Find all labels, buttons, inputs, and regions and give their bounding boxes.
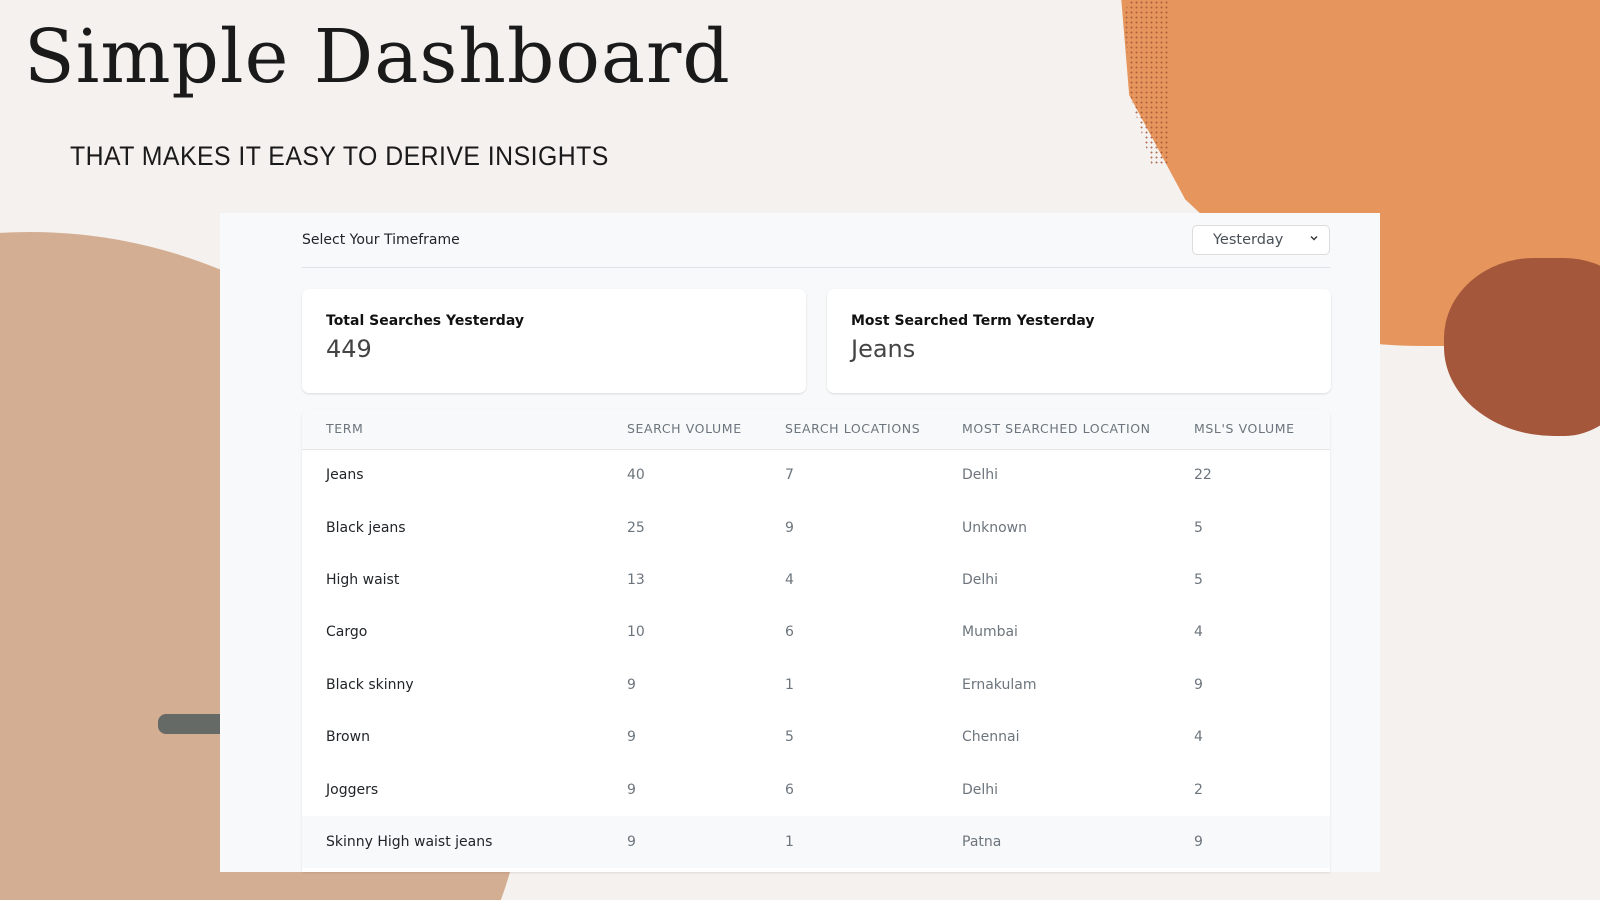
cell-search-locations: 6 — [785, 624, 794, 641]
cell-search-volume: 40 — [627, 467, 645, 484]
decorative-rust-blob — [1444, 258, 1600, 436]
stat-card-most-searched-term: Most Searched Term Yesterday Jeans — [827, 289, 1331, 393]
timeframe-select[interactable]: Yesterday — [1192, 225, 1330, 255]
table-row-hovered[interactable]: Skinny High waist jeans 9 1 Patna 9 — [302, 815, 1330, 869]
cell-most-searched-location: Chennai — [962, 729, 1020, 746]
hero-subtitle: THAT MAKES IT EASY TO DERIVE INSIGHTS — [70, 141, 609, 171]
cell-msl-volume: 4 — [1194, 729, 1203, 746]
cell-term: Black skinny — [326, 676, 414, 693]
cell-search-locations: 4 — [785, 571, 794, 588]
table-row[interactable]: Brown 9 5 Chennai 4 — [302, 711, 1330, 763]
stat-card-total-searches: Total Searches Yesterday 449 — [302, 289, 806, 393]
cell-most-searched-location: Patna — [962, 833, 1002, 850]
table-row[interactable]: Cargo 10 6 Mumbai 4 — [302, 606, 1330, 658]
timeframe-selected-value: Yesterday — [1213, 232, 1284, 248]
cell-search-locations: 1 — [785, 833, 794, 850]
hero-title: Simple Dashboard — [24, 14, 731, 100]
cell-msl-volume: 9 — [1194, 676, 1203, 693]
decorative-gray-bar — [158, 714, 228, 734]
cell-msl-volume: 2 — [1194, 781, 1203, 798]
table-row[interactable]: Jeans 40 7 Delhi 22 — [302, 449, 1330, 501]
stat-label: Total Searches Yesterday — [326, 313, 524, 329]
cell-search-locations: 1 — [785, 676, 794, 693]
cell-search-locations: 5 — [785, 729, 794, 746]
cell-most-searched-location: Mumbai — [962, 624, 1018, 641]
cell-search-volume: 25 — [627, 519, 645, 536]
cell-search-volume: 9 — [627, 729, 636, 746]
decorative-dot-texture — [1124, 0, 1170, 165]
chevron-down-icon — [1309, 233, 1319, 246]
cell-term: Jeans — [326, 467, 364, 484]
cell-msl-volume: 5 — [1194, 519, 1203, 536]
column-header-most-searched-location[interactable]: MOST SEARCHED LOCATION — [962, 421, 1151, 437]
cell-most-searched-location: Delhi — [962, 571, 999, 588]
column-header-search-volume[interactable]: SEARCH VOLUME — [627, 421, 742, 437]
cell-most-searched-location: Delhi — [962, 467, 999, 484]
search-terms-table: TERM SEARCH VOLUME SEARCH LOCATIONS MOST… — [302, 409, 1330, 872]
stat-label: Most Searched Term Yesterday — [851, 313, 1095, 329]
cell-term: Joggers — [326, 781, 379, 798]
dashboard-panel: Select Your Timeframe Yesterday Total Se… — [220, 213, 1380, 872]
table-row[interactable]: Joggers 9 6 Delhi 2 — [302, 763, 1330, 815]
cell-term: High waist — [326, 571, 400, 588]
table-header-row: TERM SEARCH VOLUME SEARCH LOCATIONS MOST… — [302, 409, 1330, 449]
cell-most-searched-location: Ernakulam — [962, 676, 1037, 693]
cell-search-volume: 10 — [627, 624, 645, 641]
cell-msl-volume: 5 — [1194, 571, 1203, 588]
cell-term: Brown — [326, 729, 370, 746]
table-row[interactable]: Black jeans 25 9 Unknown 5 — [302, 501, 1330, 553]
column-header-term[interactable]: TERM — [326, 421, 364, 437]
cell-most-searched-location: Delhi — [962, 781, 999, 798]
cell-search-volume: 9 — [627, 676, 636, 693]
cell-term: Cargo — [326, 624, 368, 641]
cell-search-locations: 6 — [785, 781, 794, 798]
stat-value: Jeans — [851, 335, 916, 363]
timeframe-label: Select Your Timeframe — [302, 232, 460, 248]
column-header-msl-volume[interactable]: MSL'S VOLUME — [1194, 421, 1295, 437]
table-row[interactable]: Black skinny 9 1 Ernakulam 9 — [302, 659, 1330, 711]
cell-term: Skinny High waist jeans — [326, 833, 493, 850]
timeframe-bar: Select Your Timeframe Yesterday — [302, 213, 1330, 268]
cell-search-volume: 9 — [627, 833, 636, 850]
cell-search-locations: 7 — [785, 467, 794, 484]
cell-msl-volume: 4 — [1194, 624, 1203, 641]
cell-most-searched-location: Unknown — [962, 519, 1027, 536]
cell-term: Black jeans — [326, 519, 406, 536]
cell-search-volume: 13 — [627, 571, 645, 588]
table-row[interactable]: High waist 13 4 Delhi 5 — [302, 554, 1330, 606]
cell-msl-volume: 9 — [1194, 833, 1203, 850]
stat-value: 449 — [326, 335, 372, 363]
column-header-search-locations[interactable]: SEARCH LOCATIONS — [785, 421, 921, 437]
cell-msl-volume: 22 — [1194, 467, 1212, 484]
cell-search-locations: 9 — [785, 519, 794, 536]
cell-search-volume: 9 — [627, 781, 636, 798]
